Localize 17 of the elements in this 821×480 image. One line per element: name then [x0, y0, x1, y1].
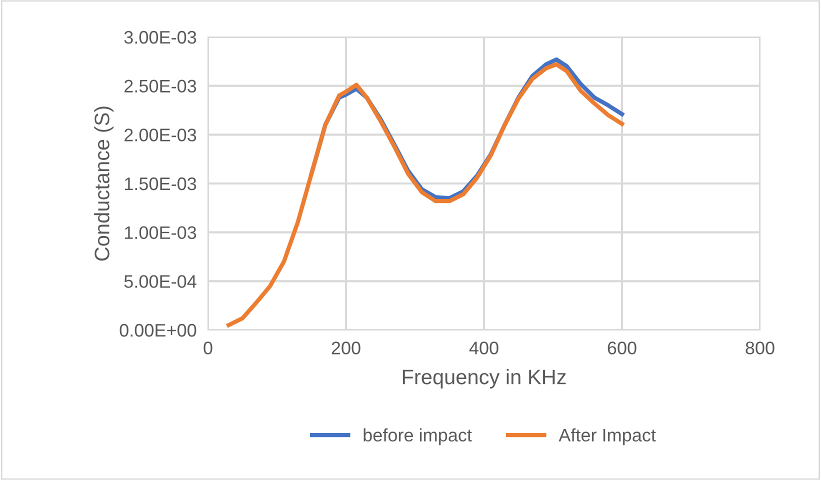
x-tick-label: 600	[608, 342, 636, 354]
x-axis-title: Frequency in KHz	[402, 369, 566, 388]
legend-label: before impact	[364, 428, 472, 446]
x-tick-label: 400	[469, 342, 498, 354]
y-tick-label: 3.00E-03	[124, 30, 196, 44]
y-tick-label: 0.00E+00	[120, 324, 196, 337]
y-tick-label: 2.00E-03	[124, 128, 196, 142]
x-tick-label: 800	[746, 342, 774, 354]
y-axis-title: Conductance (S)	[94, 106, 114, 261]
x-tick-label: 0	[204, 342, 212, 354]
legend-label: After Impact	[558, 428, 656, 446]
x-tick-label: 200	[332, 342, 360, 354]
y-tick-label: 1.00E-03	[124, 226, 196, 240]
line-series	[226, 62, 624, 328]
y-tick-label: 1.50E-03	[124, 177, 196, 190]
y-tick-label: 2.50E-03	[124, 80, 196, 93]
y-tick-label: 5.00E-04	[124, 275, 196, 288]
